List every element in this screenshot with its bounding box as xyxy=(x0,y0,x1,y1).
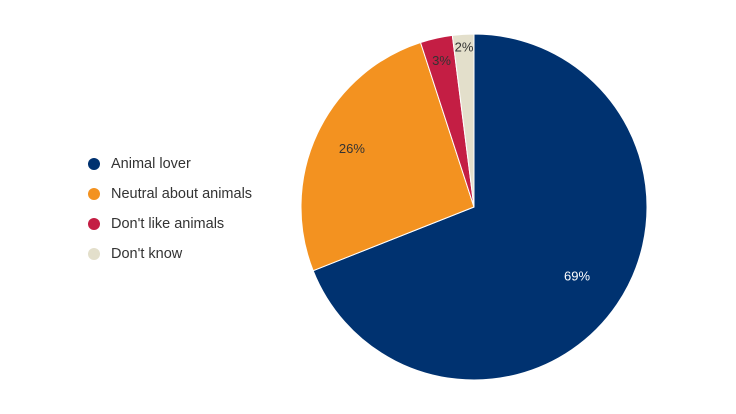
legend: Animal lover Neutral about animals Don't… xyxy=(88,149,252,269)
legend-item-neutral-about-animals[interactable]: Neutral about animals xyxy=(88,179,252,209)
slice-label-neutral-about-animals: 26% xyxy=(339,141,365,156)
slice-label-dont-like-animals: 3% xyxy=(432,53,451,68)
pie-slice-dont-know[interactable] xyxy=(451,33,475,208)
legend-item-dont-like-animals[interactable]: Don't like animals xyxy=(88,209,252,239)
legend-swatch-animal-lover xyxy=(88,158,100,170)
pie-slice-animal-lover[interactable] xyxy=(312,33,648,381)
legend-item-dont-know[interactable]: Don't know xyxy=(88,239,252,269)
legend-swatch-dont-like-animals xyxy=(88,218,100,230)
pie-slice-neutral-about-animals[interactable] xyxy=(300,41,475,272)
slice-label-dont-know: 2% xyxy=(455,40,474,55)
slice-label-animal-lover: 69% xyxy=(564,268,590,283)
legend-label-dont-know: Don't know xyxy=(111,246,183,262)
legend-label-animal-lover: Animal lover xyxy=(111,156,191,172)
legend-swatch-dont-know xyxy=(88,248,100,260)
legend-label-dont-like-animals: Don't like animals xyxy=(111,216,225,232)
legend-label-neutral-about-animals: Neutral about animals xyxy=(111,186,253,202)
legend-item-animal-lover[interactable]: Animal lover xyxy=(88,149,252,179)
legend-swatch-neutral-about-animals xyxy=(88,188,100,200)
